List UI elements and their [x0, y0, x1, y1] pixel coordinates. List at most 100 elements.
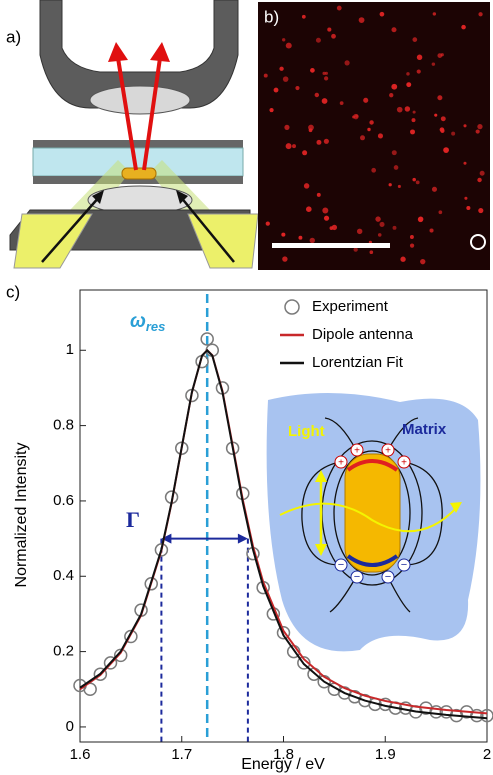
spot [410, 129, 416, 135]
spot [409, 235, 414, 239]
spot [315, 37, 321, 43]
spot [316, 139, 322, 145]
spot [440, 53, 444, 57]
y-tick-label: 0.2 [53, 643, 74, 660]
spot [367, 127, 371, 132]
spot [463, 161, 467, 165]
spot [437, 95, 443, 101]
spot [273, 87, 279, 93]
spot [389, 93, 394, 98]
data-point [103, 656, 118, 670]
y-tick-label: 0 [66, 718, 74, 735]
spot [316, 192, 321, 197]
spot [352, 115, 356, 119]
spot [339, 101, 344, 105]
spot [379, 11, 385, 17]
spot [336, 5, 342, 11]
panel-label: a) [6, 27, 21, 46]
highlight-circle [470, 234, 486, 250]
data-point [144, 577, 158, 591]
svg-text:−: − [338, 559, 344, 571]
spot [303, 183, 310, 189]
spot [478, 207, 484, 214]
spot [397, 184, 401, 188]
spot [440, 116, 446, 122]
spot [279, 66, 284, 71]
spot [438, 210, 443, 215]
svg-text:−: − [354, 571, 360, 583]
spot [412, 37, 418, 42]
data-point [429, 705, 443, 719]
inset-label: Light [288, 423, 325, 440]
spot [415, 180, 420, 185]
spot [344, 60, 350, 66]
spot [451, 131, 456, 136]
spot [440, 128, 445, 134]
spot [434, 113, 438, 117]
inset-illustration: + + + + − − − − [266, 392, 481, 652]
legend-label: Lorentzian Fit [312, 354, 404, 371]
spot [411, 118, 416, 123]
spot [322, 71, 326, 76]
data-point [124, 629, 138, 644]
spot [358, 17, 365, 23]
spot [360, 135, 366, 141]
spot [314, 92, 320, 98]
x-tick-label: 1.7 [171, 746, 192, 763]
spot [323, 76, 329, 81]
y-tick-label: 0.8 [53, 417, 74, 434]
y-tick-label: 1 [66, 341, 74, 358]
spot [406, 82, 412, 88]
spot [431, 62, 436, 66]
spot [404, 106, 411, 112]
spot [431, 186, 438, 192]
data-point [200, 332, 214, 346]
legend-marker [284, 299, 300, 315]
data-point [154, 543, 169, 557]
spot [416, 69, 421, 74]
spot [282, 256, 288, 262]
resonance-symbol: ω [130, 311, 146, 332]
spot [429, 228, 434, 233]
x-tick-label: 2 [483, 746, 491, 763]
spot [379, 221, 385, 227]
spot [406, 72, 410, 76]
spot [396, 106, 403, 113]
spot [409, 243, 415, 248]
x-axis-label: Energy / eV [241, 756, 325, 773]
spot [302, 150, 308, 156]
scale-bar [272, 243, 390, 248]
spot [301, 14, 306, 19]
x-tick-label: 1.6 [70, 746, 91, 763]
spot [269, 107, 274, 113]
microscope-image [258, 2, 490, 270]
spot [475, 129, 480, 134]
spot [331, 224, 338, 231]
spot [388, 183, 392, 187]
spot [284, 124, 290, 130]
spot [391, 83, 398, 90]
spot [321, 98, 328, 104]
spot [463, 124, 467, 128]
y-tick-label: 0.4 [53, 567, 74, 584]
resonance-subscript: res [146, 319, 166, 334]
spot [477, 177, 482, 183]
svg-text:+: + [354, 446, 360, 457]
spot [322, 207, 329, 214]
spot [375, 216, 381, 222]
legend-label: Experiment [312, 298, 389, 315]
spot [282, 76, 289, 82]
spot [285, 42, 292, 49]
spot [369, 120, 374, 125]
svg-text:−: − [401, 559, 407, 571]
spot [355, 114, 359, 118]
spot [309, 237, 315, 244]
spot [479, 170, 485, 176]
spot [420, 258, 426, 265]
data-point [113, 648, 128, 663]
spot [478, 12, 483, 17]
spot [416, 54, 423, 61]
arrow-head [161, 533, 248, 544]
svg-text:+: + [385, 446, 391, 457]
spot [282, 38, 286, 42]
